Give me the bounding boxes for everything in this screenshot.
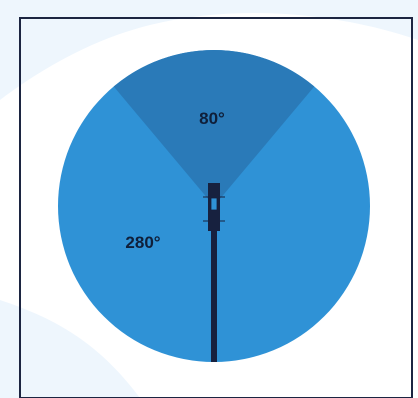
- narrow-sector: [113, 50, 315, 207]
- narrow-sector-label: 80°: [199, 109, 225, 128]
- pole-shaft: [211, 196, 217, 362]
- antenna-pole: [203, 183, 225, 362]
- backdrop-swoosh: [0, 0, 418, 100]
- diagram-frame: [19, 17, 413, 398]
- antenna-bracket: [210, 197, 218, 211]
- backdrop-swoosh-lower: [0, 300, 140, 398]
- wide-sector-label: 280°: [125, 233, 160, 252]
